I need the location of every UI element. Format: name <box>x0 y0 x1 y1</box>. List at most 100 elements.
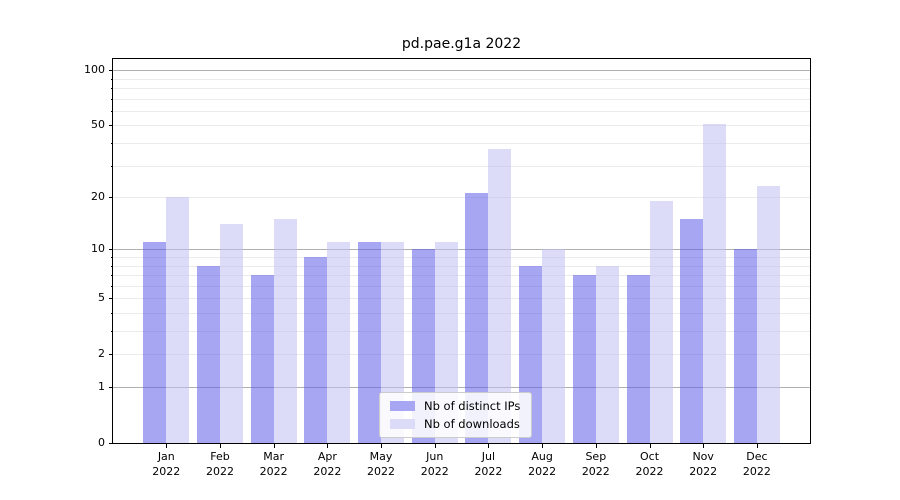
x-tick-mark-nov <box>703 444 705 448</box>
y-tick-mark-20 <box>109 197 113 199</box>
y-minor-tick-mark-30 <box>111 165 113 167</box>
y-tick-label-10: 10 <box>91 242 105 256</box>
y-tick-mark-100 <box>109 70 113 72</box>
gridline-minor-4 <box>113 312 810 314</box>
gridline-minor-90 <box>113 78 810 80</box>
y-tick-mark-50 <box>109 125 113 127</box>
bar-distinct-ips-jul <box>465 193 489 443</box>
x-tick-mark-apr <box>327 444 329 448</box>
legend-label-distinct-ips: Nb of distinct IPs <box>424 399 521 413</box>
x-tick-label-jun: Jun 2022 <box>420 450 449 478</box>
gridline-minor-3 <box>113 331 810 333</box>
y-tick-label-5: 5 <box>98 291 105 305</box>
y-tick-mark-1 <box>109 387 113 388</box>
bar-distinct-ips-jan <box>143 242 167 443</box>
legend-swatch-downloads <box>390 419 415 429</box>
gridline-minor-80 <box>113 88 810 90</box>
bar-distinct-ips-oct <box>626 275 650 443</box>
gridline-major-1 <box>113 387 810 388</box>
x-tick-label-nov: Nov 2022 <box>689 450 718 478</box>
x-tick-label-feb: Feb 2022 <box>205 450 234 478</box>
x-tick-mark-oct <box>649 444 651 448</box>
x-tick-mark-aug <box>542 444 544 448</box>
y-tick-label-0: 0 <box>98 436 105 449</box>
y-minor-tick-mark-7 <box>111 275 113 277</box>
legend-label-downloads: Nb of downloads <box>424 417 520 431</box>
gridline-minor-6 <box>113 285 810 287</box>
y-minor-tick-mark-60 <box>111 110 113 112</box>
bar-downloads-sep <box>595 265 619 443</box>
x-tick-label-apr: Apr 2022 <box>313 450 342 478</box>
bar-distinct-ips-nov <box>680 219 704 443</box>
gridline-minor-5 <box>113 298 810 300</box>
x-tick-mark-sep <box>595 444 597 448</box>
y-tick-mark-10 <box>109 249 113 251</box>
gridline-minor-40 <box>113 143 810 145</box>
plot-area <box>112 58 811 444</box>
x-tick-mark-may <box>381 444 383 448</box>
y-tick-label-20: 20 <box>91 190 105 204</box>
bar-downloads-aug <box>542 249 566 443</box>
bar-distinct-ips-feb <box>196 265 220 443</box>
bar-distinct-ips-sep <box>572 275 596 443</box>
x-tick-mark-feb <box>219 444 221 448</box>
bar-downloads-dec <box>756 186 780 443</box>
y-tick-label-2: 2 <box>98 347 105 361</box>
gridline-major-10 <box>113 249 810 251</box>
bar-downloads-nov <box>703 123 727 443</box>
y-minor-tick-mark-9 <box>111 257 113 258</box>
y-minor-tick-mark-70 <box>111 98 113 100</box>
x-tick-mark-mar <box>273 444 275 448</box>
bar-downloads-jan <box>166 197 190 443</box>
gridline-minor-30 <box>113 165 810 167</box>
y-tick-label-1: 1 <box>98 380 105 393</box>
gridline-minor-8 <box>113 265 810 267</box>
bar-downloads-jul <box>488 149 512 443</box>
y-tick-label-100: 100 <box>84 63 105 77</box>
gridline-minor-50 <box>113 125 810 127</box>
gridline-minor-2 <box>113 354 810 356</box>
x-tick-label-mar: Mar 2022 <box>259 450 288 478</box>
gridline-minor-9 <box>113 257 810 258</box>
gridline-minor-60 <box>113 110 810 112</box>
gridline-major-100 <box>113 70 810 72</box>
x-tick-mark-jan <box>166 444 168 448</box>
bar-downloads-oct <box>649 201 673 443</box>
bar-distinct-ips-apr <box>304 257 328 443</box>
legend-entry-distinct-ips: Nb of distinct IPs <box>390 399 520 413</box>
bar-distinct-ips-mar <box>250 275 274 443</box>
gridline-minor-7 <box>113 275 810 277</box>
gridline-minor-20 <box>113 197 810 199</box>
y-tick-mark-0 <box>109 443 113 444</box>
x-tick-label-jan: Jan 2022 <box>152 450 181 478</box>
y-minor-tick-mark-6 <box>111 285 113 287</box>
bar-distinct-ips-may <box>358 242 382 443</box>
y-minor-tick-mark-80 <box>111 88 113 90</box>
x-tick-label-oct: Oct 2022 <box>635 450 664 478</box>
bar-distinct-ips-dec <box>733 249 757 443</box>
legend-swatch-distinct-ips <box>390 401 415 411</box>
y-minor-tick-mark-40 <box>111 143 113 145</box>
bar-downloads-apr <box>327 242 351 443</box>
gridline-minor-70 <box>113 98 810 100</box>
y-minor-tick-mark-3 <box>111 331 113 333</box>
x-tick-mark-dec <box>756 444 758 448</box>
y-tick-mark-2 <box>109 354 113 356</box>
x-tick-mark-jun <box>434 444 436 448</box>
bar-downloads-feb <box>219 224 243 443</box>
x-tick-label-may: May 2022 <box>367 450 396 478</box>
y-minor-tick-mark-8 <box>111 265 113 267</box>
x-tick-mark-jul <box>488 444 490 448</box>
x-tick-label-aug: Aug 2022 <box>528 450 557 478</box>
x-tick-label-jul: Jul 2022 <box>474 450 503 478</box>
y-minor-tick-mark-4 <box>111 312 113 314</box>
chart-title: pd.pae.g1a 2022 <box>401 36 522 52</box>
legend-entry-downloads: Nb of downloads <box>390 417 520 431</box>
x-tick-label-sep: Sep 2022 <box>581 450 610 478</box>
y-tick-label-50: 50 <box>91 118 105 132</box>
bar-downloads-mar <box>273 219 297 443</box>
x-tick-label-dec: Dec 2022 <box>742 450 771 478</box>
y-tick-mark-5 <box>109 298 113 300</box>
y-minor-tick-mark-90 <box>111 78 113 80</box>
